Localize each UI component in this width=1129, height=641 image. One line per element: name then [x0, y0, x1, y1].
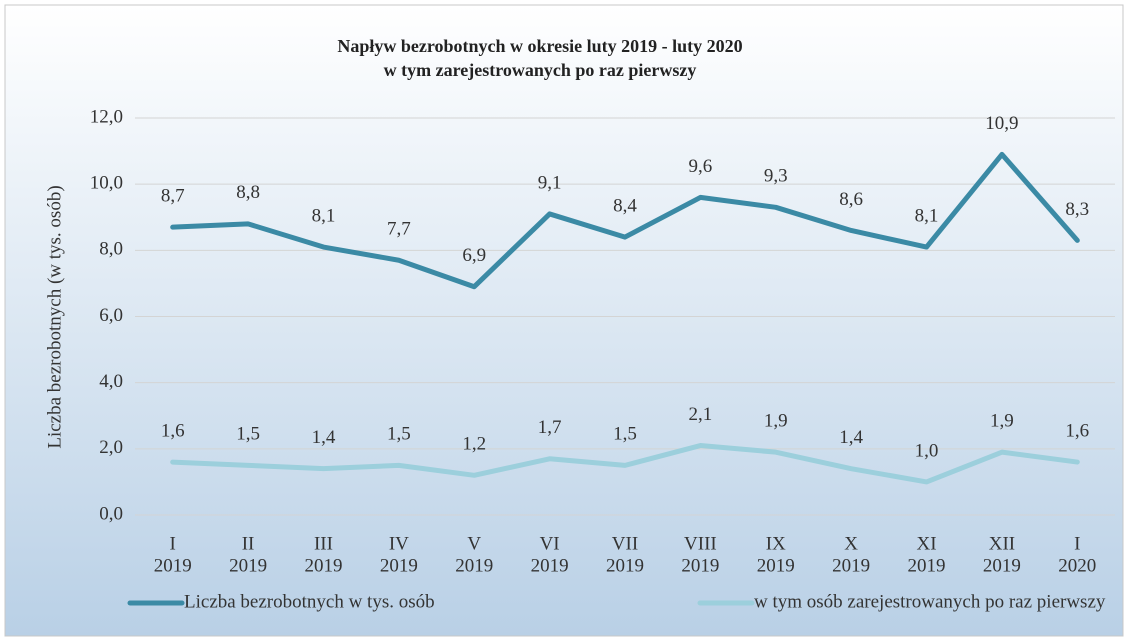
x-tick-label: III: [314, 533, 333, 554]
x-tick-label: 2019: [531, 555, 569, 576]
x-tick-label: I: [1074, 533, 1080, 554]
x-tick-label: X: [844, 533, 858, 554]
x-tick-label: V: [467, 533, 481, 554]
data-label: 1,6: [161, 420, 185, 441]
y-tick-label: 0,0: [99, 503, 123, 524]
x-tick-label: 2019: [681, 555, 719, 576]
chart-title: Napływ bezrobotnych w okresie luty 2019 …: [337, 36, 742, 56]
data-label: 1,9: [764, 411, 788, 432]
x-tick-label: 2019: [757, 555, 795, 576]
data-label: 2,1: [689, 404, 713, 425]
data-label: 8,1: [312, 205, 336, 226]
data-label: 7,7: [387, 219, 411, 240]
x-tick-label: XI: [917, 533, 937, 554]
y-axis-label: Liczba bezrobotnych (w tys. osób): [44, 185, 65, 448]
data-label: 1,0: [915, 440, 939, 461]
data-label: 1,2: [462, 434, 486, 455]
y-tick-label: 8,0: [99, 239, 123, 260]
x-tick-label: II: [242, 533, 255, 554]
data-label: 8,7: [161, 186, 185, 207]
data-label: 9,1: [538, 172, 562, 193]
y-tick-label: 6,0: [99, 305, 123, 326]
y-tick-label: 12,0: [90, 106, 123, 127]
data-label: 1,4: [312, 427, 336, 448]
data-label: 9,6: [689, 156, 713, 177]
data-label: 1,4: [839, 427, 863, 448]
data-label: 8,6: [839, 189, 863, 210]
data-label: 1,5: [613, 424, 637, 445]
x-tick-label: 2019: [229, 555, 267, 576]
x-tick-label: 2019: [380, 555, 418, 576]
x-tick-label: 2019: [154, 555, 192, 576]
data-label: 10,9: [985, 113, 1018, 134]
x-tick-label: I: [170, 533, 176, 554]
x-tick-label: 2019: [304, 555, 342, 576]
x-tick-label: XII: [989, 533, 1015, 554]
x-tick-label: 2019: [455, 555, 493, 576]
x-tick-label: 2019: [832, 555, 870, 576]
data-label: 8,4: [613, 195, 637, 216]
data-label: 1,6: [1065, 420, 1089, 441]
legend-label: Liczba bezrobotnych w tys. osób: [184, 591, 435, 612]
chart-subtitle: w tym zarejestrowanych po raz pierwszy: [384, 60, 697, 80]
data-label: 1,7: [538, 417, 562, 438]
x-tick-label: VIII: [684, 533, 717, 554]
legend-label: w tym osób zarejestrowanych po raz pierw…: [754, 591, 1106, 612]
x-tick-label: 2019: [908, 555, 946, 576]
chart-background: [4, 4, 1124, 637]
series-line: [170, 151, 1080, 290]
x-tick-label: IX: [766, 533, 786, 554]
data-label: 8,3: [1065, 199, 1089, 220]
data-label: 1,5: [236, 424, 260, 445]
x-tick-label: 2020: [1058, 555, 1096, 576]
data-label: 1,5: [387, 424, 411, 445]
x-tick-label: IV: [389, 533, 409, 554]
x-tick-label: 2019: [606, 555, 644, 576]
data-label: 6,9: [462, 245, 486, 266]
y-tick-label: 4,0: [99, 371, 123, 392]
data-label: 1,9: [990, 411, 1014, 432]
data-label: 8,8: [236, 182, 260, 203]
x-tick-label: VII: [612, 533, 638, 554]
y-tick-label: 10,0: [90, 173, 123, 194]
y-tick-label: 2,0: [99, 437, 123, 458]
data-label: 8,1: [915, 205, 939, 226]
x-tick-label: VI: [540, 533, 560, 554]
series-line: [170, 443, 1080, 485]
data-label: 9,3: [764, 166, 788, 187]
x-tick-label: 2019: [983, 555, 1021, 576]
